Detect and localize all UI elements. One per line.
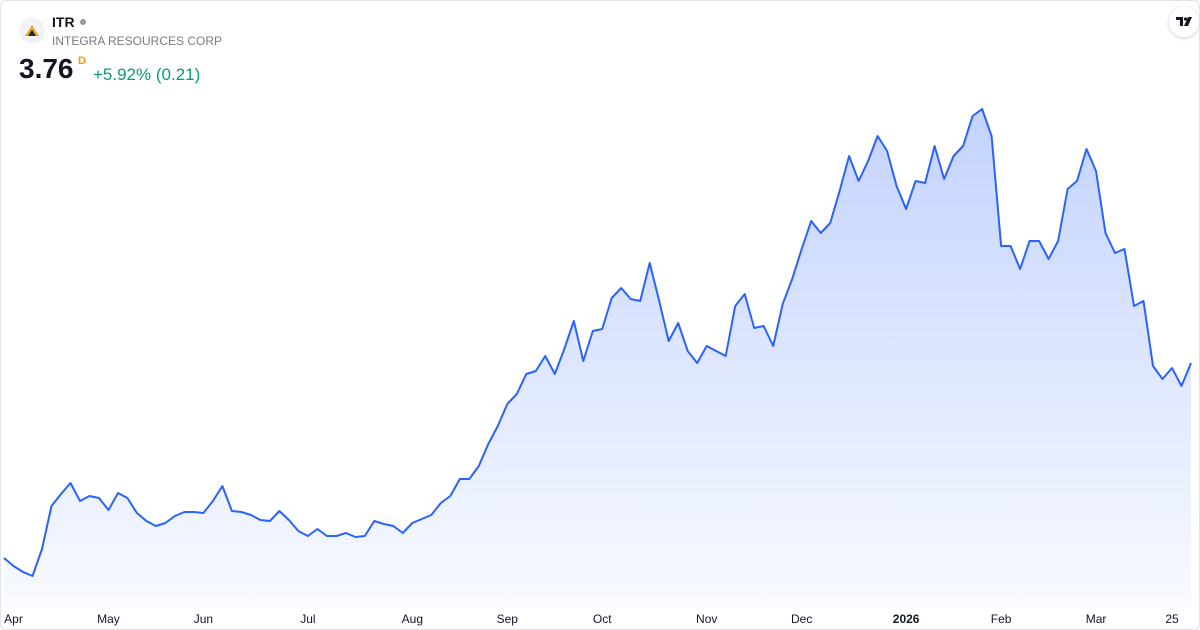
x-tick-label: Aug xyxy=(402,612,423,626)
status-dot xyxy=(79,19,86,25)
x-tick-label: Mar xyxy=(1086,612,1107,626)
price-line xyxy=(3,108,1192,577)
price: 3.76 xyxy=(19,53,74,84)
area-fill xyxy=(4,109,1191,607)
change: +5.92% (0.21) xyxy=(93,65,201,84)
tv-logo[interactable] xyxy=(1169,7,1199,37)
x-tick-label: Oct xyxy=(593,612,612,626)
x-tick-label: 2026 xyxy=(893,612,920,626)
interval: D xyxy=(78,55,86,67)
logo-icon xyxy=(25,25,39,36)
x-tick-label: Sep xyxy=(497,612,519,626)
x-tick-label: Dec xyxy=(791,612,812,626)
company-name: INTEGRA RESOURCES CORP xyxy=(52,34,223,48)
x-tick-label: Nov xyxy=(696,612,717,626)
x-tick-label: Feb xyxy=(991,612,1012,626)
x-tick-label: 25 xyxy=(1165,612,1179,626)
tv-icon xyxy=(1176,17,1192,26)
logo xyxy=(19,18,45,44)
x-tick-label: May xyxy=(97,612,120,626)
x-tick-label: Jul xyxy=(300,612,315,626)
symbol: ITR xyxy=(52,14,75,30)
x-tick-label: Jun xyxy=(194,612,213,626)
x-tick-label: Apr xyxy=(4,612,23,626)
symbol-row: ITR xyxy=(52,14,86,30)
